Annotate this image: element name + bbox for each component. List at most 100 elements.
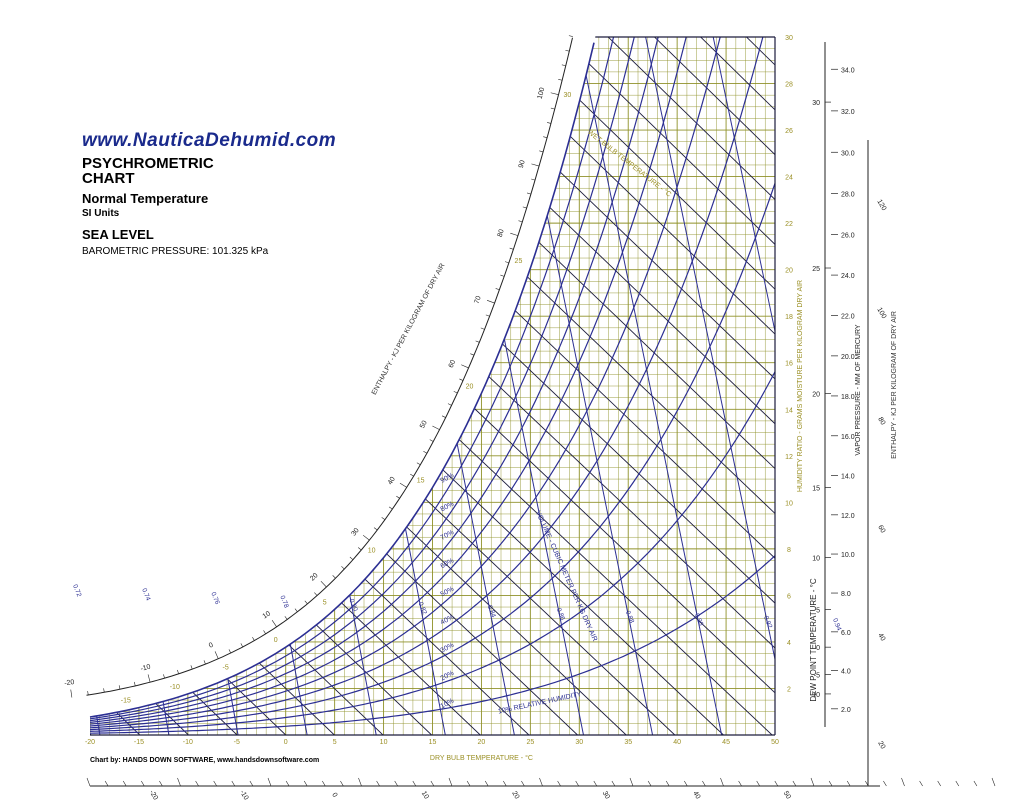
enthalpy-left-label: 10 (262, 610, 272, 620)
enthalpy-bottom-label: -10 (238, 789, 249, 801)
enthalpy-bottom-label: 10 (420, 790, 430, 800)
enthalpy-line (538, 242, 775, 469)
enthalpy-bottom-tick (141, 780, 145, 787)
enthalpy-bottom-tick (249, 780, 254, 787)
rh-label: 70% (440, 529, 456, 542)
enthalpy-left-tick (304, 600, 308, 605)
drybulb-tick-label: -5 (234, 739, 240, 746)
volume-line (652, 37, 775, 735)
vapor-pressure-label: 14.0 (841, 473, 855, 480)
enthalpy-bottom-tick (358, 777, 362, 787)
enthalpy-bottom-tick (159, 780, 163, 787)
volume-line (546, 215, 654, 735)
enthalpy-left-tick (565, 49, 570, 52)
rh-curve (90, 37, 775, 729)
dew-point-label: -5 (814, 672, 820, 679)
enthalpy-left-tick (147, 674, 151, 683)
wet-bulb-label: 30 (563, 92, 571, 99)
enthalpy-bottom-tick (919, 780, 923, 787)
volume-line (289, 644, 308, 735)
enthalpy-left-tick (320, 581, 327, 588)
enthalpy-left-tick (453, 391, 458, 394)
enthalpy-bottom-tick (828, 780, 833, 787)
enthalpy-left-tick (362, 534, 370, 541)
enthalpy-left-tick (480, 327, 485, 330)
rh-label: 50% (440, 586, 456, 599)
enthalpy-bottom-label: 40 (691, 790, 701, 800)
enthalpy-bottom-tick (285, 780, 290, 787)
vapor-pressure-label: 20.0 (841, 354, 855, 361)
drybulb-tick-label: 50 (771, 739, 779, 746)
enthalpy-bottom-tick (611, 780, 616, 787)
enthalpy-bottom-tick (937, 780, 941, 787)
enthalpy-left-tick (70, 689, 73, 698)
dew-point-label: 0 (816, 645, 820, 652)
enthalpy-line (315, 624, 432, 735)
enthalpy-left-tick (284, 616, 288, 620)
enthalpy-left-label: 90 (518, 159, 527, 169)
enthalpy-left-tick (470, 353, 475, 356)
volume-value-label: 0.72 (71, 584, 82, 599)
enthalpy-left-label: 80 (497, 228, 506, 238)
enthalpy-left-tick (416, 462, 421, 466)
enthalpy-bottom-tick (756, 780, 760, 787)
enthalpy-bottom-tick (810, 777, 815, 787)
volume-value-label: 0.76 (209, 591, 220, 606)
enthalpy-left-tick (396, 495, 400, 499)
enthalpy-line (442, 469, 724, 735)
enthalpy-bottom-tick (792, 780, 797, 787)
enthalpy-line (488, 376, 775, 649)
enthalpy-left-tick (509, 247, 514, 250)
pressure-label: BAROMETRIC PRESSURE: 101.325 kPa (82, 246, 269, 257)
enthalpy-line (605, 37, 775, 156)
enthalpy-left-tick (522, 206, 527, 209)
dew-point-label: 10 (812, 556, 820, 563)
enthalpy-left-tick (558, 78, 563, 81)
enthalpy-left-tick (341, 566, 345, 570)
dew-point-label: 30 (812, 100, 820, 107)
volume-line (585, 75, 723, 735)
enthalpy-left-tick (203, 660, 206, 665)
vapor-pressure-label: 22.0 (841, 314, 855, 321)
enthalpy-left-tick (459, 378, 464, 381)
vapor-pressure-label: 28.0 (841, 191, 855, 198)
humidity-tick-label: 22 (785, 221, 793, 228)
enthalpy-left-tick (381, 517, 386, 520)
enthalpy-bottom-tick (412, 780, 417, 787)
enthalpy-bottom-tick (991, 777, 996, 787)
enthalpy-left-label: 20 (309, 572, 320, 583)
enthalpy-left-tick (118, 685, 121, 690)
wet-bulb-label: 20 (466, 383, 474, 390)
enthalpy-left-tick (134, 681, 136, 686)
enthalpy-left-label: -10 (140, 664, 152, 673)
enthalpy-left-tick (87, 691, 89, 696)
altitude-label: SEA LEVEL (82, 227, 154, 242)
enthalpy-left-tick (546, 122, 552, 124)
enthalpy-left-label: 0 (208, 642, 214, 650)
enthalpy-left-tick (314, 592, 318, 596)
enthalpy-left-tick (332, 575, 336, 579)
enthalpy-left-tick (228, 649, 231, 654)
enthalpy-left-tick (190, 665, 193, 670)
rh-label: 60% (440, 557, 456, 570)
enthalpy-bottom-tick (738, 780, 742, 787)
dew-point-label: 25 (812, 266, 820, 273)
vapor-pressure-label: 32.0 (841, 109, 855, 116)
drybulb-tick-label: 20 (478, 739, 486, 746)
enthalpy-bottom-label: 50 (782, 790, 792, 800)
vapor-pressure-label: 34.0 (841, 67, 855, 74)
volume-value-label: 0.82 (417, 601, 428, 616)
humidity-tick-label: 24 (785, 175, 793, 182)
enthalpy-left-label: 30 (350, 527, 360, 538)
enthalpy-left-tick (177, 669, 179, 674)
rh-label: 40% (440, 614, 456, 627)
enthalpy-bottom-tick (521, 780, 525, 787)
enthalpy-bottom-tick (322, 780, 326, 787)
enthalpy-bottom-tick (883, 780, 887, 787)
humidity-tick-label: 12 (785, 454, 793, 461)
wet-bulb-label: 15 (417, 477, 425, 484)
enthalpy-left-tick (500, 274, 505, 277)
rh-curve (90, 555, 775, 734)
enthalpy-left-tick (550, 107, 555, 110)
